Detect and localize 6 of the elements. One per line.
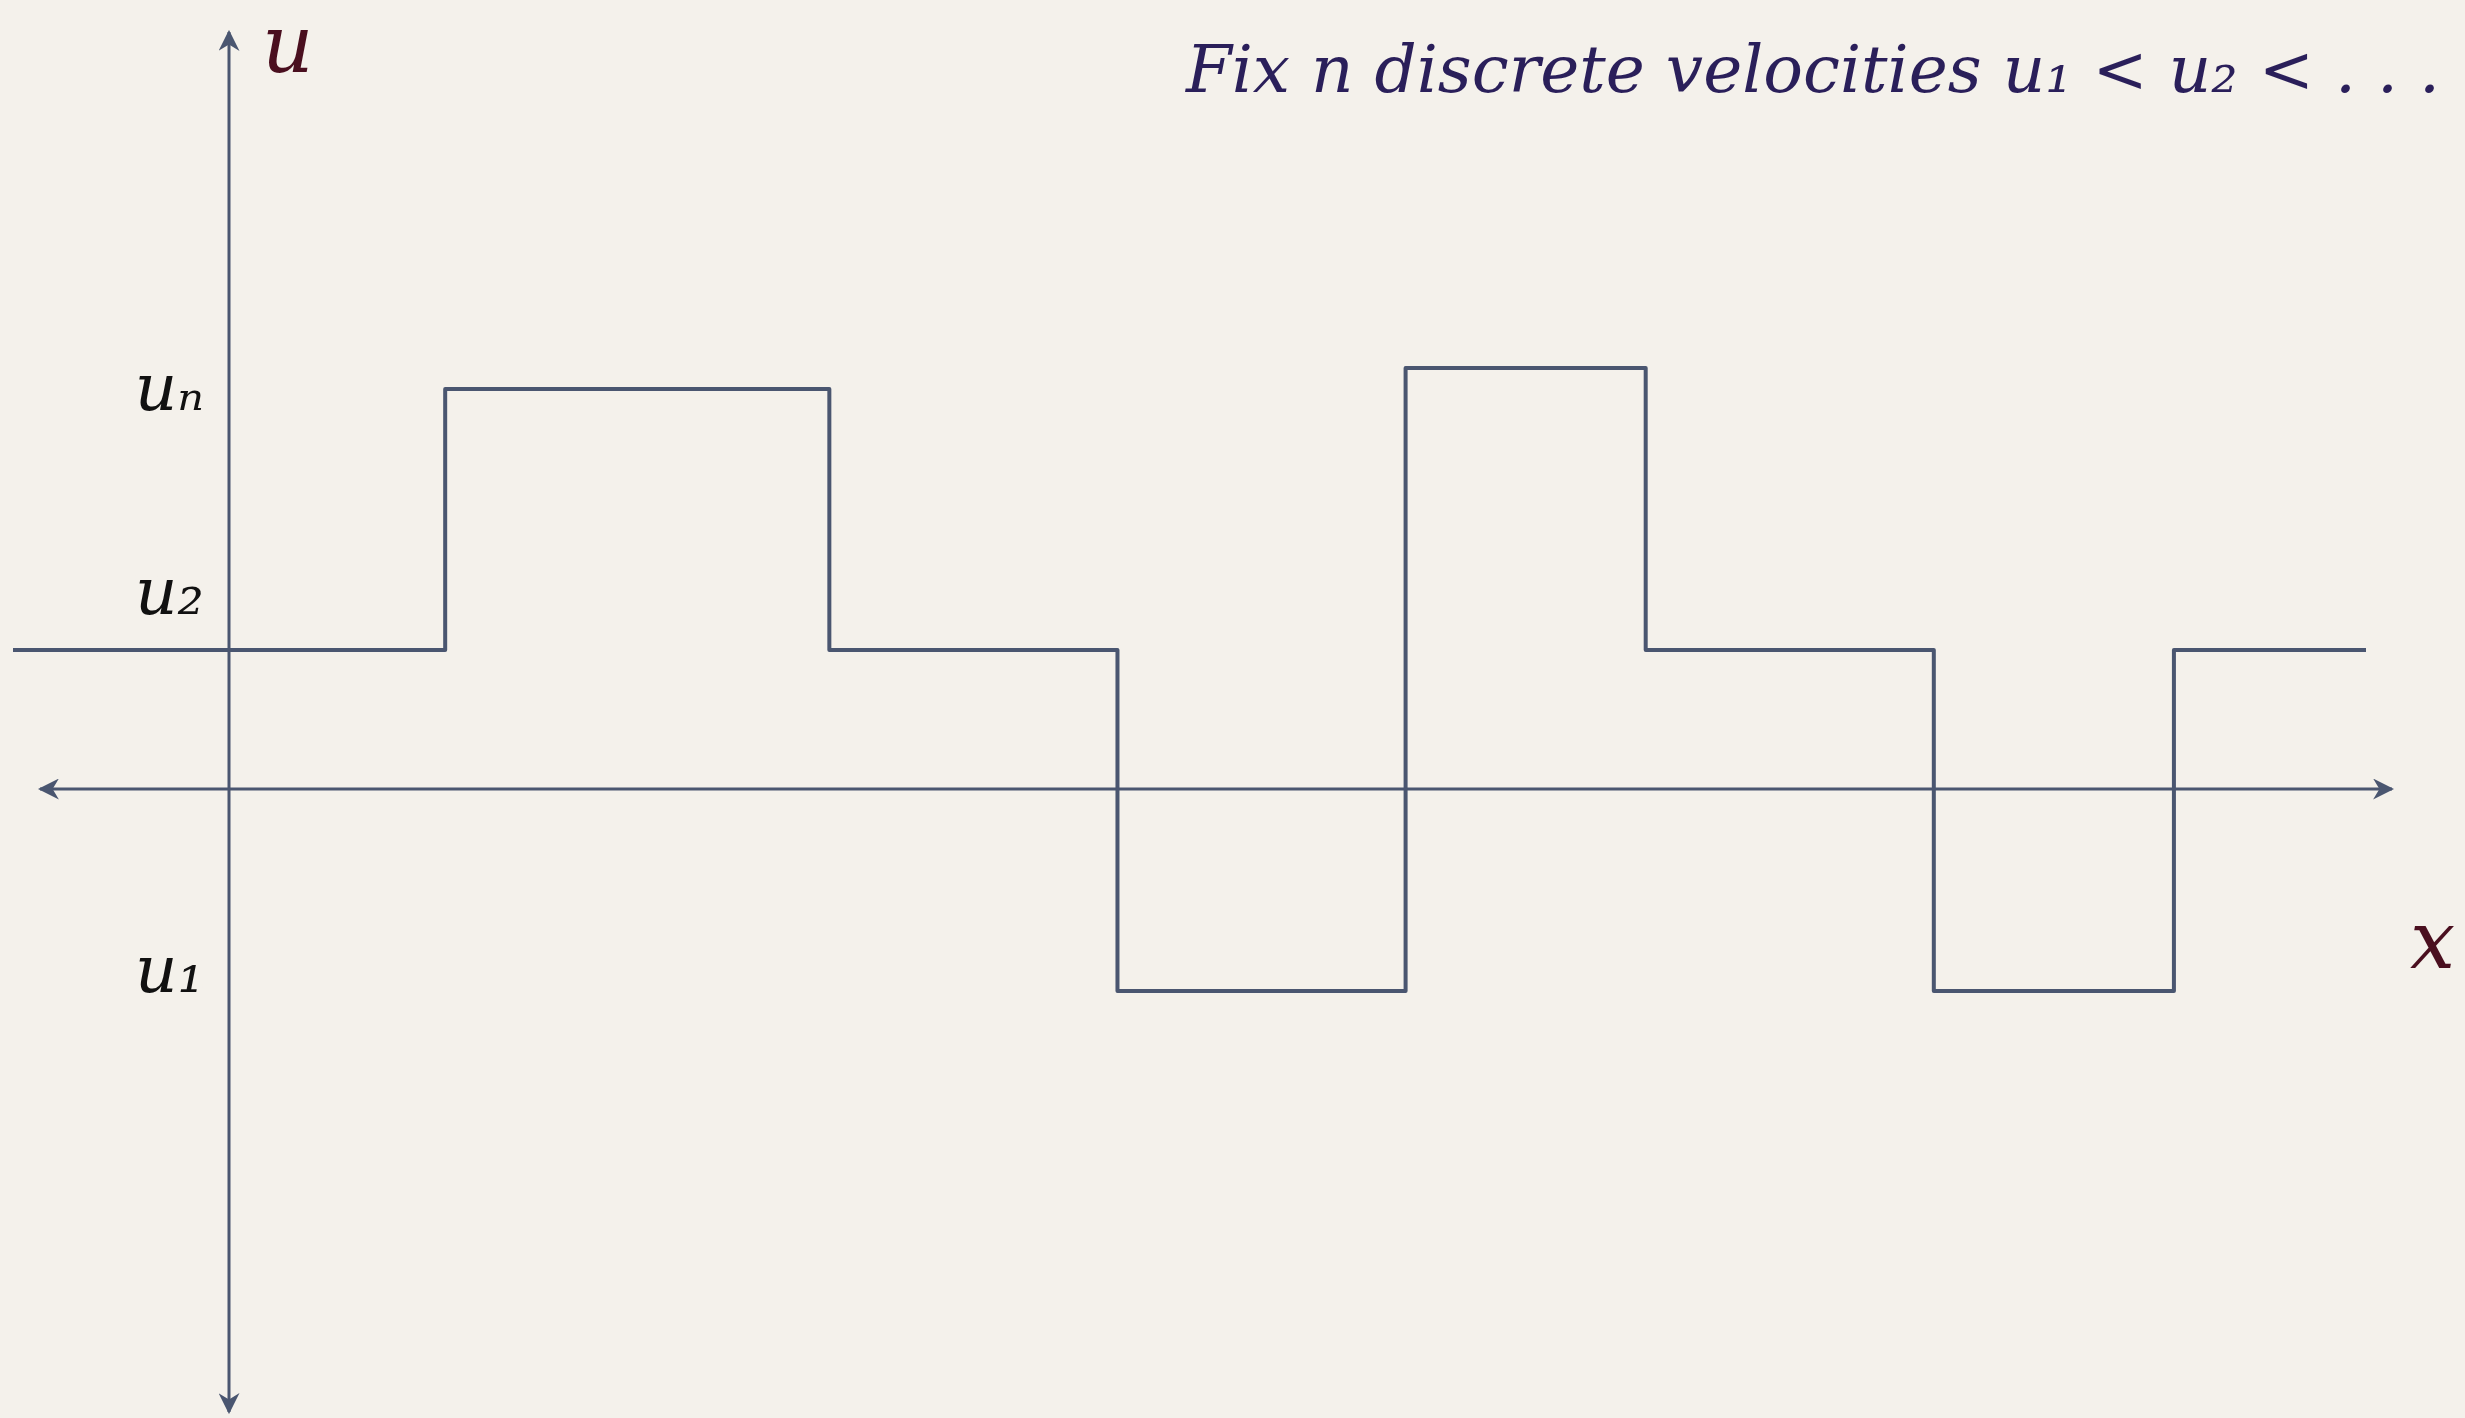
annotation: uₙ xyxy=(134,349,204,426)
annotation: u₂ xyxy=(135,553,204,630)
y-axis-title: u xyxy=(262,0,314,91)
chart-title: Fix n discrete velocities u₁ < u₂ < . . . xyxy=(1184,31,2440,108)
annotation: u₁ xyxy=(135,931,204,1008)
x-axis-title: x xyxy=(2410,894,2456,987)
